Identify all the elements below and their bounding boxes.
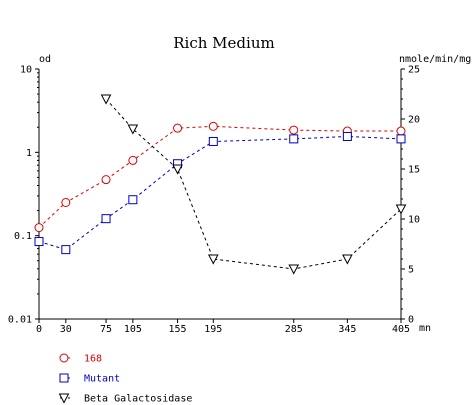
data-point bbox=[101, 214, 111, 224]
data-point bbox=[289, 134, 299, 144]
x-tick-label: 30 bbox=[60, 324, 72, 335]
series-1 bbox=[34, 131, 406, 255]
legend-marker bbox=[58, 393, 70, 404]
legend-item-2: Beta Galactosidase bbox=[58, 393, 192, 405]
data-point bbox=[208, 136, 218, 146]
data-point bbox=[100, 94, 112, 105]
legend: 168 Mutant Beta Galactosidase bbox=[58, 353, 192, 405]
data-point bbox=[342, 254, 353, 265]
left-axis-label: od bbox=[39, 54, 51, 65]
right-tick-label: 5 bbox=[408, 265, 414, 276]
x-tick-label: 345 bbox=[338, 324, 356, 335]
data-point bbox=[128, 195, 138, 205]
data-point bbox=[173, 123, 183, 133]
right-tick-label: 25 bbox=[408, 65, 420, 76]
legend-label: Beta Galactosidase bbox=[84, 394, 192, 405]
legend-label: Mutant bbox=[84, 374, 120, 385]
x-tick-label: 405 bbox=[392, 324, 410, 335]
left-tick-label: 1 bbox=[26, 148, 32, 159]
data-point bbox=[289, 125, 299, 135]
left-tick-label: 0.1 bbox=[14, 231, 32, 242]
legend-item-1: Mutant bbox=[59, 373, 120, 385]
data-point bbox=[396, 126, 406, 136]
x-tick-label: 75 bbox=[100, 324, 112, 335]
right-tick-label: 0 bbox=[408, 315, 414, 326]
series-2 bbox=[100, 94, 407, 275]
left-tick-label: 0.01 bbox=[8, 315, 32, 326]
data-point bbox=[34, 237, 44, 247]
data-point bbox=[207, 254, 219, 265]
right-tick-label: 15 bbox=[408, 165, 420, 176]
series-layer bbox=[34, 94, 407, 275]
x-tick-label: 105 bbox=[124, 324, 142, 335]
legend-marker bbox=[59, 353, 69, 363]
chart-title: Rich Medium bbox=[173, 34, 274, 52]
right-tick-label: 10 bbox=[408, 215, 420, 226]
data-point bbox=[172, 164, 183, 175]
x-tick-label: 0 bbox=[36, 324, 42, 335]
x-tick-label: 155 bbox=[169, 324, 187, 335]
right-tick-label: 20 bbox=[408, 115, 420, 126]
data-point bbox=[61, 245, 71, 255]
data-point bbox=[342, 131, 352, 141]
data-point bbox=[396, 134, 406, 144]
data-point bbox=[34, 223, 44, 233]
x-tick-label: 195 bbox=[204, 324, 222, 335]
series-line-1 bbox=[38, 135, 402, 251]
series-line-2 bbox=[105, 98, 402, 270]
data-point bbox=[127, 124, 139, 135]
data-point bbox=[61, 198, 71, 208]
legend-item-0: 168 bbox=[59, 353, 102, 365]
x-tick-label: 285 bbox=[285, 324, 303, 335]
data-point bbox=[288, 264, 300, 275]
axes: 10 1 0.1 0.01 0 5 10 15 20 25 0 30 75 105 155 195 285 345… bbox=[8, 65, 420, 336]
right-axis-label: nmole/min/mg bbox=[399, 54, 471, 65]
legend-marker bbox=[59, 373, 69, 383]
data-point bbox=[395, 204, 407, 215]
data-point bbox=[128, 155, 138, 165]
data-point bbox=[101, 175, 111, 185]
left-tick-label: 10 bbox=[20, 65, 32, 76]
x-axis-label: mn bbox=[419, 323, 431, 334]
legend-label: 168 bbox=[84, 354, 102, 365]
data-point bbox=[208, 121, 218, 131]
